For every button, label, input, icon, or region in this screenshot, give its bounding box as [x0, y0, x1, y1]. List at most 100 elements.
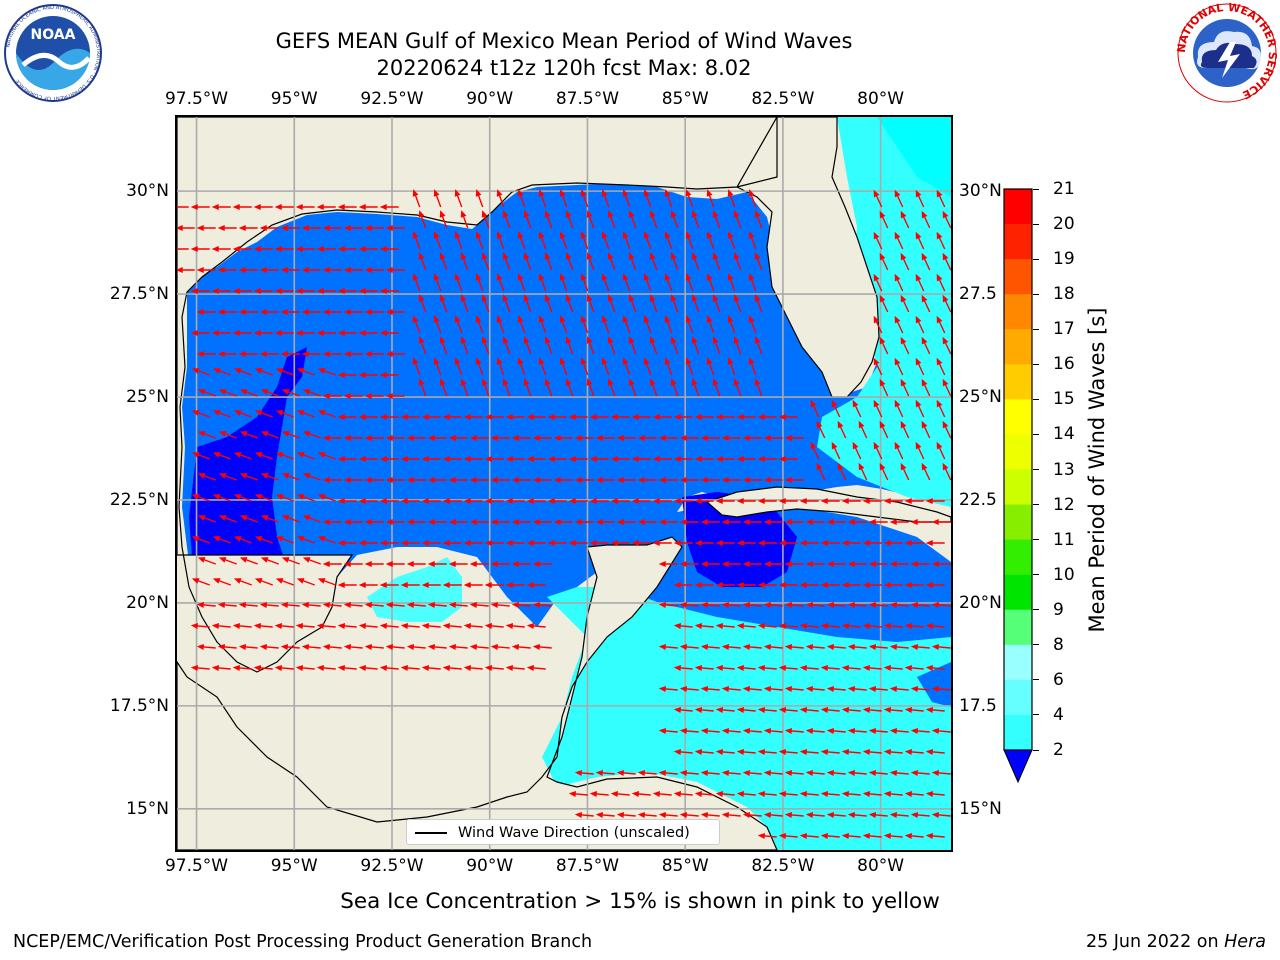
wave-direction-arrowhead	[700, 727, 709, 734]
wave-direction-arrowhead	[559, 273, 566, 281]
wave-direction-arrowhead	[496, 189, 503, 197]
wave-direction-arrowhead	[586, 336, 593, 344]
wave-direction-arrowhead	[873, 399, 880, 408]
wave-direction-arrowhead	[196, 643, 205, 650]
wave-direction-arrowhead	[412, 273, 419, 281]
wave-direction-arrowhead	[883, 622, 892, 629]
wave-direction-arrowhead	[253, 664, 262, 671]
wave-direction-arrowhead	[568, 456, 576, 462]
wave-direction-arrowhead	[706, 189, 713, 197]
wave-direction-arrowhead	[400, 664, 409, 671]
footer-date: 25 Jun 2022 on Hera	[1086, 932, 1266, 952]
wave-direction-arrowhead	[679, 685, 688, 692]
colorbar-segment	[1004, 364, 1032, 400]
colorbar-tick-mark	[1033, 223, 1039, 225]
wave-direction-arrowhead	[841, 748, 850, 755]
wave-direction-arrowhead	[505, 582, 513, 588]
wave-direction-arrowhead	[715, 790, 724, 797]
wave-direction-arrowhead	[862, 748, 871, 755]
wave-direction-arrowhead	[889, 643, 898, 650]
wave-direction-arrowhead	[217, 225, 225, 231]
lon-label-top: 90°W	[466, 89, 514, 109]
wave-direction-arrowhead	[280, 643, 289, 650]
wave-period-map[interactable]	[177, 117, 951, 850]
wave-direction-arrowhead	[889, 519, 897, 525]
wave-direction-arrowhead	[448, 601, 457, 608]
wave-direction-arrowhead	[862, 790, 871, 797]
wave-direction-arrowhead	[232, 664, 241, 671]
wave-direction-arrowhead	[664, 231, 671, 239]
wave-direction-arrowhead	[694, 582, 702, 588]
wave-direction-arrowhead	[322, 561, 330, 567]
wave-direction-arrowhead	[904, 582, 912, 588]
wave-direction-arrowhead	[652, 540, 660, 546]
wave-direction-arrowhead	[463, 664, 472, 671]
wave-direction-arrowhead	[254, 410, 263, 416]
wave-direction-arrowhead	[670, 210, 677, 218]
wave-direction-arrowhead	[742, 477, 750, 483]
wave-direction-arrowhead	[400, 622, 409, 629]
wave-direction-arrowhead	[421, 498, 429, 504]
wave-direction-arrowhead	[826, 769, 835, 776]
wave-direction-arrowhead	[358, 540, 366, 546]
wave-direction-arrowhead	[691, 336, 698, 344]
colorbar-tick-mark	[1033, 574, 1039, 576]
wave-direction-arrowhead	[673, 748, 682, 755]
wave-direction-arrowhead	[805, 727, 814, 734]
wave-direction-arrowhead	[757, 456, 765, 462]
wave-direction-arrowhead	[631, 456, 639, 462]
wave-direction-arrowhead	[733, 336, 740, 344]
wave-direction-arrowhead	[868, 561, 876, 567]
wave-direction-arrowhead	[427, 477, 435, 483]
colorbar-segment	[1004, 609, 1032, 646]
wave-direction-arrowhead	[862, 622, 871, 629]
wave-direction-arrowhead	[736, 498, 744, 504]
wave-direction-arrowhead	[868, 769, 877, 776]
wave-direction-arrowhead	[820, 832, 829, 839]
wave-direction-arrowhead	[260, 515, 269, 521]
wave-direction-arrowhead	[742, 769, 751, 776]
wave-direction-arrowhead	[921, 336, 928, 345]
colorbar-segment	[1004, 294, 1032, 330]
cuba-land	[705, 486, 951, 523]
wave-direction-arrowhead	[595, 435, 603, 441]
wave-direction-arrowhead	[463, 498, 471, 504]
wave-direction-arrowhead	[679, 811, 688, 818]
yucatan-land	[177, 536, 778, 850]
wave-direction-arrowhead	[212, 578, 221, 584]
map-panel[interactable]	[175, 115, 953, 852]
wave-direction-arrowhead	[942, 378, 949, 387]
wave-direction-arrowhead	[296, 410, 305, 416]
wave-direction-arrowhead	[831, 399, 838, 408]
wave-direction-arrowhead	[343, 601, 352, 608]
wave-direction-arrowhead	[778, 540, 786, 546]
wave-direction-arrowhead	[900, 252, 907, 261]
wave-direction-arrowhead	[784, 561, 792, 567]
lat-label-left: 22.5°N	[109, 489, 169, 510]
wave-direction-arrowhead	[544, 252, 551, 260]
wave-direction-arrowhead	[649, 252, 656, 260]
wave-direction-arrowhead	[847, 643, 856, 650]
wave-direction-arrowhead	[685, 315, 692, 323]
wave-direction-arrowhead	[931, 519, 939, 525]
wave-direction-arrowhead	[936, 357, 943, 366]
wave-direction-arrowhead	[826, 561, 834, 567]
wave-direction-arrowhead	[879, 378, 886, 387]
colorbar-segment	[1004, 644, 1032, 681]
wave-direction-arrowhead	[652, 414, 660, 420]
wave-direction-arrowhead	[496, 231, 503, 239]
wave-direction-arrowhead	[260, 557, 269, 563]
wave-direction-arrowhead	[727, 357, 734, 365]
wave-direction-arrowhead	[505, 498, 513, 504]
lon-label-bottom: 87.5°W	[555, 856, 620, 876]
wave-direction-arrowhead	[879, 420, 886, 429]
wave-direction-arrowhead	[574, 519, 582, 525]
wave-direction-arrowhead	[490, 643, 499, 650]
wave-direction-arrowhead	[868, 685, 877, 692]
wave-direction-arrowhead	[664, 189, 671, 197]
wave-direction-arrowhead	[862, 664, 871, 671]
wave-direction-arrowhead	[736, 790, 745, 797]
wave-direction-arrowhead	[275, 410, 284, 416]
wave-direction-arrowhead	[481, 210, 488, 218]
wave-direction-arrowhead	[442, 582, 450, 588]
